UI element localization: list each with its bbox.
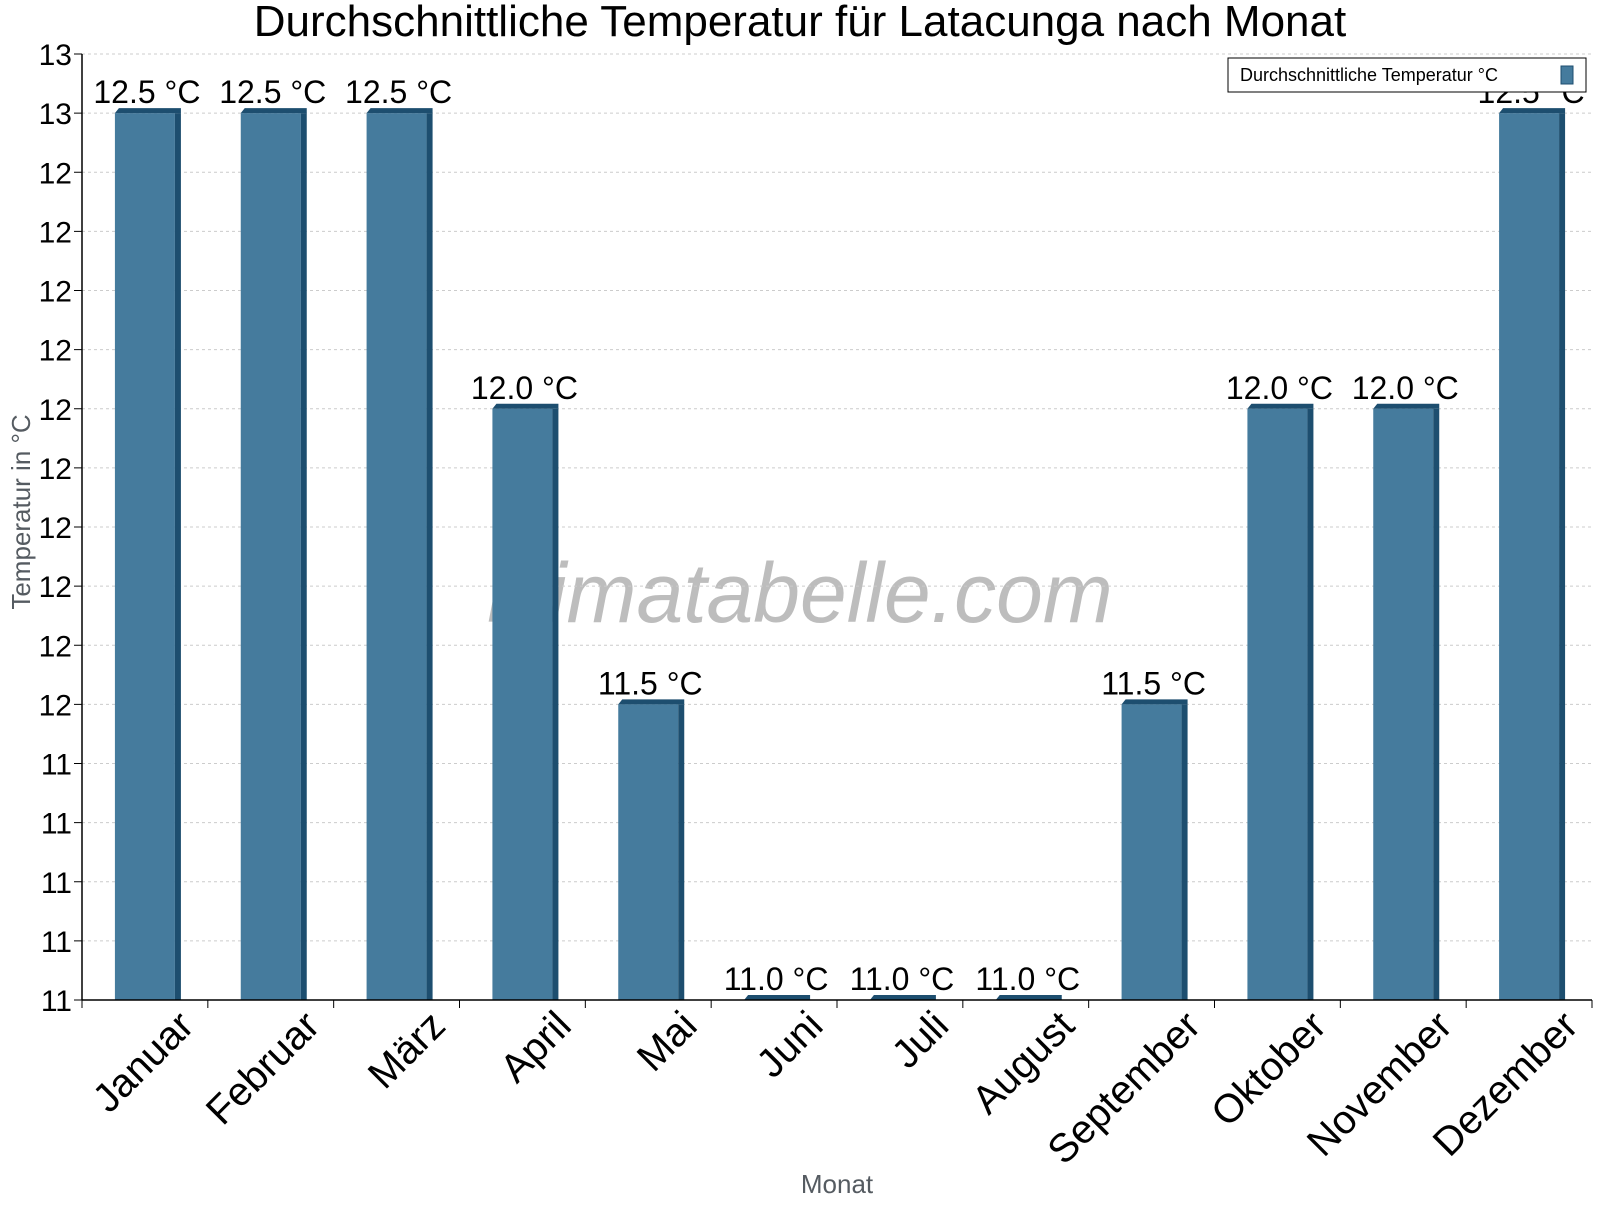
data-label: 12.0 °C [1226, 370, 1333, 406]
y-tick-label: 12 [39, 630, 72, 663]
data-label: 12.5 °C [219, 74, 326, 110]
data-label: 12.5 °C [93, 74, 200, 110]
legend-swatch [1560, 65, 1574, 85]
x-tick-label: April [492, 1003, 580, 1091]
bar-top [995, 995, 1062, 1000]
y-tick-label: 12 [39, 335, 72, 368]
y-tick-label: 13 [39, 39, 72, 72]
x-tick-label: Mai [629, 1003, 706, 1080]
bar [114, 113, 175, 1000]
x-axis-label: Monat [801, 1169, 874, 1199]
bar-top [366, 108, 433, 114]
y-tick-label: 12 [39, 157, 72, 190]
bar-top [1247, 403, 1314, 409]
data-labels: 12.5 °C 12.5 °C 12.5 °C 12.0 °C 11.5 °C 11.0 … [93, 74, 1584, 997]
legend-label: Durchschnittliche Temperatur °C [1240, 65, 1498, 85]
x-tick-label: Januar [85, 1003, 203, 1121]
data-label: 11.0 °C [850, 961, 955, 997]
watermark: klimatabelle.com [487, 546, 1113, 640]
y-tick-label: 11 [41, 749, 72, 782]
x-tick-label: Juni [748, 1003, 831, 1086]
bars [114, 108, 1566, 1000]
x-tick-label: März [360, 1003, 454, 1097]
y-tick-label: 11 [41, 867, 72, 900]
x-tick-label: August [964, 1003, 1083, 1122]
chart-title: Durchschnittliche Temperatur für Latacun… [254, 0, 1346, 46]
x-tick-label: Oktober [1203, 1003, 1335, 1135]
bar [1373, 408, 1434, 1000]
bar-side [1559, 113, 1566, 1000]
bar [492, 408, 553, 1000]
y-tick-label: 12 [39, 571, 72, 604]
grid-lines [74, 53, 1592, 1001]
bar-side [1181, 704, 1188, 1000]
bar-top [744, 995, 811, 1000]
bar-side [678, 704, 685, 1000]
bar-top [240, 108, 307, 114]
legend: Durchschnittliche Temperatur °C [1227, 57, 1587, 93]
legend-box [1227, 57, 1587, 93]
data-label: 11.5 °C [598, 665, 703, 701]
bar-side [300, 113, 307, 1000]
y-tick-label: 11 [41, 808, 72, 841]
y-tick-label: 12 [39, 453, 72, 486]
y-tick-label: 12 [39, 512, 72, 545]
data-label: 11.0 °C [724, 961, 829, 997]
data-label: 11.5 °C [1101, 665, 1206, 701]
data-label: 12.5 °C [345, 74, 452, 110]
data-label: 12.0 °C [1352, 370, 1459, 406]
bar-side [426, 113, 433, 1000]
bar-top [492, 403, 559, 409]
bar-top [1373, 403, 1440, 409]
bar-side [552, 408, 559, 1000]
x-tick-label: Februar [198, 1003, 328, 1133]
y-tick-label: 11 [41, 926, 72, 959]
axes [81, 54, 1593, 1008]
bar [1499, 113, 1560, 1000]
bar [1247, 408, 1308, 1000]
bar-side [1307, 408, 1314, 1000]
bar [1121, 704, 1182, 1000]
bar-top [1499, 108, 1566, 114]
bar-side [1433, 408, 1440, 1000]
y-tick-labels: 11 11 11 11 11 12 12 12 12 12 12 12 12 12 12 13 13 [39, 39, 72, 1018]
y-tick-label: 13 [39, 98, 72, 131]
bar-top [114, 108, 181, 114]
bar-top [618, 699, 685, 705]
y-tick-label: 11 [41, 985, 72, 1018]
bar-top [869, 995, 936, 1000]
data-label: 11.0 °C [975, 961, 1080, 997]
bar-top [1121, 699, 1188, 705]
y-tick-label: 12 [39, 689, 72, 722]
x-tick-label: Juli [884, 1003, 958, 1077]
y-axis-label: Temperatur in °C [6, 414, 36, 609]
y-tick-label: 12 [39, 216, 72, 249]
y-tick-label: 12 [39, 394, 72, 427]
bar-side [174, 113, 181, 1000]
bar [618, 704, 679, 1000]
y-tick-label: 12 [39, 276, 72, 309]
bar [240, 113, 301, 1000]
bar [366, 113, 427, 1000]
data-label: 12.0 °C [471, 370, 578, 406]
